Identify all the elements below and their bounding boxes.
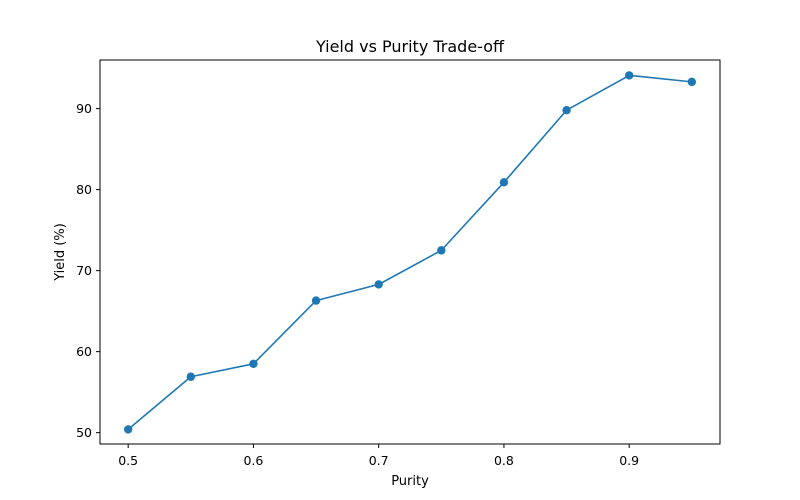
y-axis-ticks: 50 60 70 80 90 <box>76 101 100 440</box>
data-point <box>123 425 133 434</box>
data-point <box>624 71 634 80</box>
series-line <box>127 74 692 431</box>
y-tick-label: 80 <box>76 182 92 197</box>
x-tick-label: 0.9 <box>619 453 639 468</box>
data-point <box>374 280 383 289</box>
data-point <box>437 246 446 255</box>
x-tick-label: 0.6 <box>243 453 263 468</box>
data-point <box>249 359 258 368</box>
data-point <box>562 106 571 115</box>
series-layer <box>123 71 697 434</box>
y-tick-label: 50 <box>76 425 92 440</box>
y-tick-label: 60 <box>76 344 92 359</box>
chart-title: Yield vs Purity Trade-off <box>315 37 505 56</box>
plot-frame <box>99 59 721 445</box>
data-point <box>687 77 697 87</box>
y-tick-label: 70 <box>76 263 92 278</box>
data-point <box>499 178 509 187</box>
data-point <box>186 372 196 381</box>
x-tick-label: 0.5 <box>118 453 138 468</box>
y-axis-label: Yield (%) <box>53 223 68 282</box>
x-tick-label: 0.8 <box>494 453 514 468</box>
y-tick-label: 90 <box>76 101 92 116</box>
data-point <box>311 296 321 305</box>
x-axis-ticks: 0.5 0.6 0.7 0.8 0.9 <box>118 444 639 468</box>
plot-area <box>100 60 720 444</box>
x-tick-label: 0.7 <box>369 453 389 468</box>
x-axis-label: Purity <box>391 474 429 489</box>
